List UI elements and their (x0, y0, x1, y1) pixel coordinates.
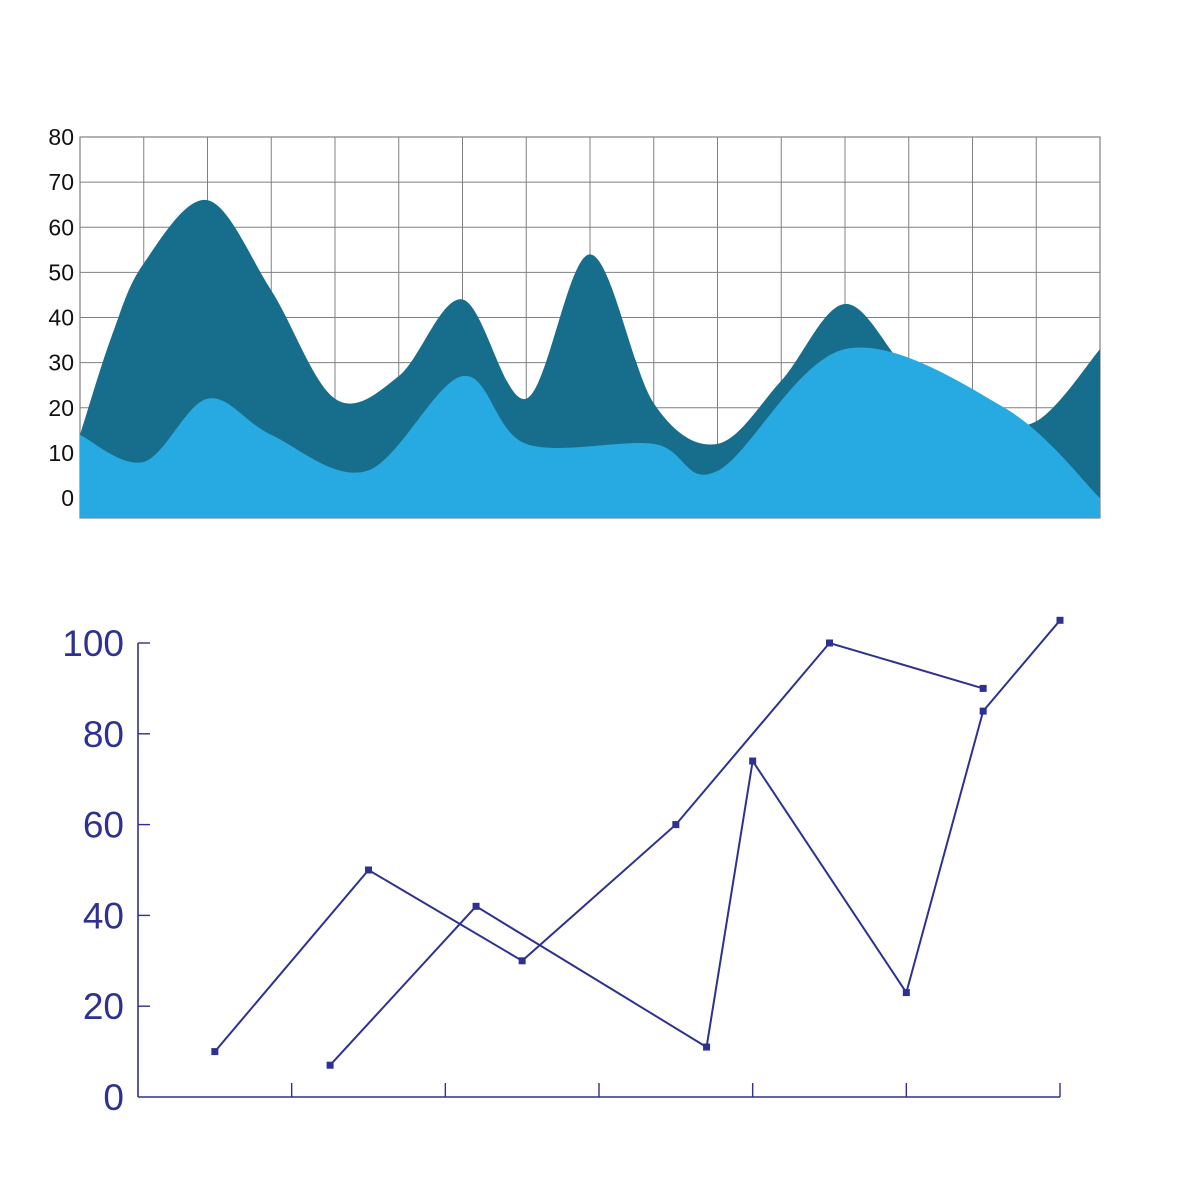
data-point (472, 902, 480, 910)
y-tick-label: 40 (48, 305, 74, 331)
y-tick-label: 50 (48, 259, 74, 285)
area-chart-y-axis: 80 70 60 50 40 30 20 10 0 (48, 124, 74, 511)
line-chart: 100 80 60 40 20 0 (62, 616, 1064, 1118)
y-tick-label: 60 (83, 805, 124, 846)
y-tick-label: 60 (48, 214, 74, 240)
line-chart-axes (137, 642, 1061, 1098)
data-point (703, 1043, 711, 1051)
y-tick-label: 80 (48, 124, 74, 150)
area-series-2 (80, 347, 1100, 518)
data-point (365, 866, 372, 874)
line-chart-y-axis: 100 80 60 40 20 0 (62, 623, 124, 1118)
data-point (518, 957, 526, 965)
y-tick-label: 100 (62, 623, 124, 664)
y-tick-label: 40 (83, 895, 124, 936)
data-point (826, 639, 833, 647)
data-point (1056, 616, 1064, 624)
area-chart-series (80, 199, 1100, 519)
y-tick-label: 70 (48, 169, 74, 195)
y-tick-label: 0 (103, 1077, 124, 1118)
line-series-1 (214, 641, 984, 1053)
data-point (979, 684, 987, 692)
data-point (979, 707, 987, 715)
line-chart-series (211, 616, 1064, 1069)
data-point (211, 1048, 219, 1056)
y-tick-label: 30 (48, 350, 74, 376)
y-tick-label: 10 (48, 440, 74, 466)
data-point (902, 989, 910, 997)
y-tick-label: 80 (83, 714, 124, 755)
y-tick-label: 0 (61, 485, 74, 511)
data-point (672, 821, 680, 829)
data-point (326, 1061, 334, 1069)
y-tick-label: 20 (48, 395, 74, 421)
y-tick-label: 20 (83, 986, 124, 1027)
data-point (749, 757, 757, 765)
